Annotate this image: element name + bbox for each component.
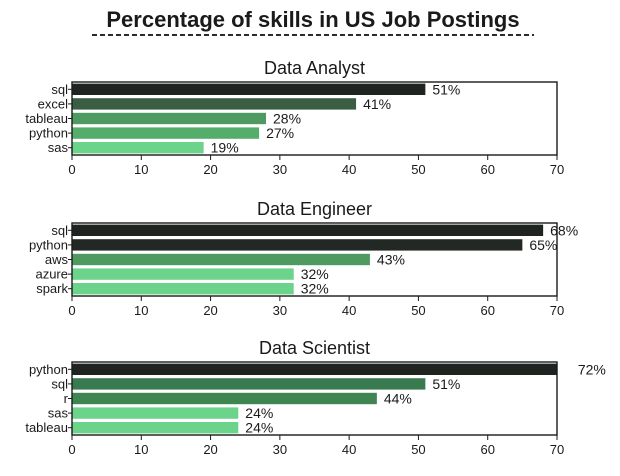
bar bbox=[72, 253, 370, 266]
bar bbox=[72, 392, 377, 405]
bar bbox=[72, 112, 266, 125]
x-tick-label: 30 bbox=[273, 442, 287, 457]
bar bbox=[72, 239, 523, 251]
category-label: sql bbox=[51, 223, 68, 238]
x-tick-label: 30 bbox=[273, 303, 287, 318]
bar bbox=[72, 83, 426, 95]
bar bbox=[72, 142, 204, 154]
data-label: 27% bbox=[266, 125, 294, 141]
category-label: sql bbox=[51, 376, 68, 391]
data-label: 51% bbox=[432, 81, 460, 97]
subplot-0: Data Analyst sql 51% excel 41% tableau 28% pyth… bbox=[25, 58, 564, 177]
x-tick-label: 40 bbox=[342, 442, 356, 457]
data-label: 41% bbox=[363, 96, 391, 112]
category-label: azure bbox=[35, 267, 68, 282]
data-label: 65% bbox=[529, 237, 557, 253]
subplot-title: Data Engineer bbox=[257, 199, 372, 219]
category-label: python bbox=[29, 126, 68, 141]
bar bbox=[72, 268, 294, 280]
x-tick-label: 50 bbox=[411, 162, 425, 177]
category-label: sas bbox=[48, 140, 69, 155]
bar bbox=[72, 127, 260, 139]
subplot-1: Data Engineer sql 68% python 65% aws 43% azure 3… bbox=[29, 199, 578, 318]
subplot-2: Data Scientist python 72% sql 51% r 44% sas 24% t… bbox=[25, 338, 606, 457]
data-label: 32% bbox=[301, 281, 329, 297]
bar bbox=[72, 407, 239, 419]
x-tick-label: 70 bbox=[550, 442, 564, 457]
bar bbox=[72, 378, 426, 390]
data-label: 51% bbox=[432, 376, 460, 392]
x-tick-label: 20 bbox=[203, 162, 217, 177]
subplot-title: Data Analyst bbox=[264, 58, 365, 78]
x-tick-label: 20 bbox=[203, 303, 217, 318]
category-label: excel bbox=[38, 96, 68, 111]
bar bbox=[72, 363, 557, 375]
chart-title: Percentage of skills in US Job Postings bbox=[106, 7, 519, 32]
x-tick-label: 60 bbox=[480, 303, 494, 318]
category-label: sql bbox=[51, 82, 68, 97]
x-tick-label: 10 bbox=[134, 162, 148, 177]
x-tick-label: 40 bbox=[342, 162, 356, 177]
x-tick-label: 60 bbox=[480, 442, 494, 457]
x-tick-label: 30 bbox=[273, 162, 287, 177]
x-tick-label: 20 bbox=[203, 442, 217, 457]
data-label: 32% bbox=[301, 266, 329, 282]
chart-panels: Data Analyst sql 51% excel 41% tableau 28% pyth… bbox=[25, 58, 606, 457]
category-label: sas bbox=[48, 406, 69, 421]
bar bbox=[72, 98, 357, 110]
data-label: 72% bbox=[578, 361, 606, 377]
data-label: 44% bbox=[384, 391, 412, 407]
x-tick-label: 0 bbox=[68, 162, 75, 177]
x-tick-label: 10 bbox=[134, 442, 148, 457]
category-label: tableau bbox=[25, 420, 68, 435]
data-label: 68% bbox=[550, 222, 578, 238]
data-label: 43% bbox=[377, 252, 405, 268]
x-tick-label: 50 bbox=[411, 442, 425, 457]
subplot-title: Data Scientist bbox=[259, 338, 370, 358]
bar bbox=[72, 224, 544, 236]
x-tick-label: 10 bbox=[134, 303, 148, 318]
category-label: python bbox=[29, 237, 68, 252]
x-tick-label: 70 bbox=[550, 303, 564, 318]
x-tick-label: 60 bbox=[480, 162, 494, 177]
category-label: aws bbox=[45, 252, 69, 267]
bar bbox=[72, 422, 239, 434]
x-tick-label: 0 bbox=[68, 303, 75, 318]
x-tick-label: 40 bbox=[342, 303, 356, 318]
data-label: 24% bbox=[245, 405, 273, 421]
category-label: spark bbox=[36, 281, 68, 296]
category-label: r bbox=[64, 391, 69, 406]
x-tick-label: 50 bbox=[411, 303, 425, 318]
data-label: 24% bbox=[245, 420, 273, 436]
data-label: 28% bbox=[273, 111, 301, 127]
category-label: tableau bbox=[25, 111, 68, 126]
x-tick-label: 70 bbox=[550, 162, 564, 177]
data-label: 19% bbox=[211, 140, 239, 156]
x-tick-label: 0 bbox=[68, 442, 75, 457]
bar bbox=[72, 283, 294, 295]
category-label: python bbox=[29, 362, 68, 377]
